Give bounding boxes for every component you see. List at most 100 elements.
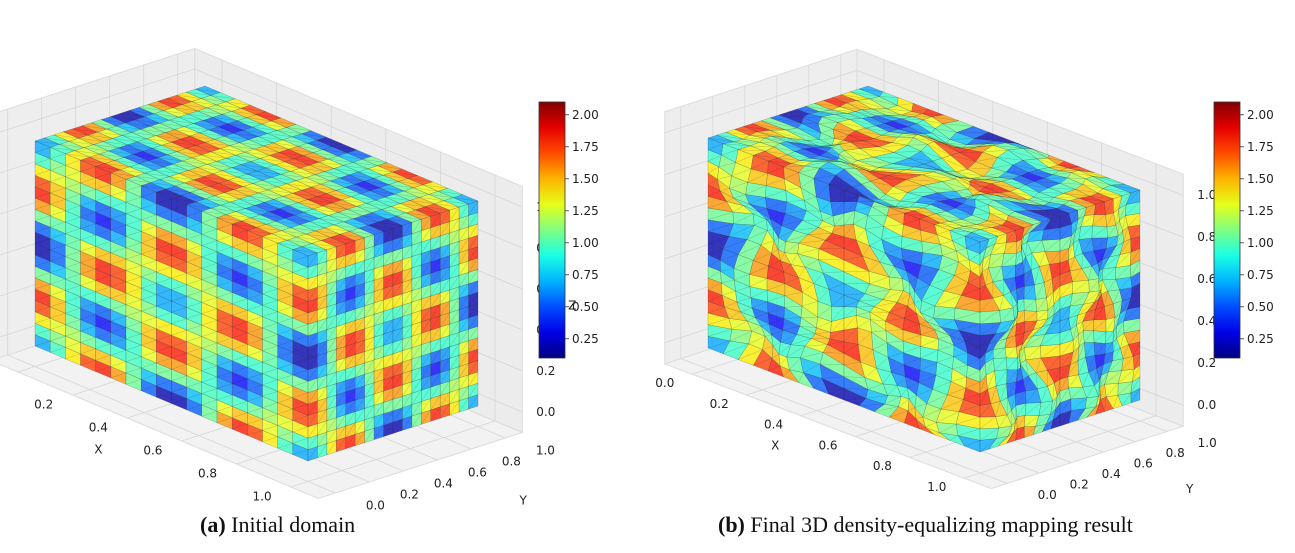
surface-edge — [879, 253, 886, 263]
surface-edge — [322, 205, 348, 210]
surface-edge — [421, 307, 431, 322]
surface-edge — [184, 182, 210, 187]
surface-edge — [50, 313, 66, 319]
surface-edge — [839, 158, 853, 164]
surface-edge — [852, 163, 879, 168]
surface-edge — [1078, 321, 1084, 335]
surface-edge — [1088, 355, 1096, 373]
surface-edge — [921, 234, 938, 242]
surface-edge — [307, 446, 318, 462]
surface-edge — [1104, 396, 1107, 412]
surface-edge — [411, 412, 422, 428]
surface-edge — [936, 411, 960, 423]
surface-edge — [232, 287, 248, 293]
surface-edge — [277, 340, 293, 346]
colorbar-tick-label: 1.75 — [572, 140, 599, 154]
surface-edge — [141, 271, 157, 278]
surface-edge — [50, 290, 66, 296]
surface-edge — [1033, 318, 1048, 330]
surface-edge — [468, 348, 479, 364]
grid-left-z — [0, 68, 195, 133]
surface-edge — [1084, 330, 1094, 343]
surface-edge — [373, 322, 384, 338]
surface-edge — [80, 223, 96, 229]
surface-edge — [453, 197, 479, 202]
surface-edge — [216, 349, 233, 355]
surface-edge — [390, 206, 416, 211]
surface-edge — [1123, 344, 1129, 359]
surface-edge — [843, 195, 860, 202]
surface-edge — [1072, 324, 1077, 341]
surface-edge — [932, 381, 952, 390]
surface-edge — [243, 129, 268, 134]
surface-edge — [65, 182, 81, 189]
surface-edge — [188, 113, 213, 118]
x-tick-label: 0.8 — [198, 466, 217, 480]
surface-edge — [345, 240, 356, 256]
surface-edge — [862, 245, 870, 257]
surface-edge — [262, 243, 278, 249]
surface-edge — [1084, 204, 1096, 216]
surface-edge — [797, 248, 820, 254]
surface-edge — [843, 300, 860, 307]
x-tick-label: 0.6 — [818, 438, 837, 452]
surface-edge — [907, 382, 919, 389]
surface-edge — [277, 363, 293, 369]
surface-edge — [786, 200, 805, 202]
surface-edge — [979, 238, 990, 254]
surface-edge — [993, 347, 1006, 359]
surface-edge — [290, 171, 316, 175]
surface-edge — [738, 349, 763, 360]
surface-edge — [759, 141, 780, 144]
surface-right — [979, 189, 1141, 453]
surface-edge — [771, 249, 779, 254]
surface-edge — [125, 299, 142, 305]
surface-edge — [1130, 259, 1141, 278]
surface-edge — [364, 291, 375, 307]
surface-edge — [986, 236, 998, 249]
surface-edge — [1071, 397, 1087, 411]
surface-edge — [411, 390, 422, 405]
surface-edge — [1115, 208, 1119, 226]
surface-edge — [160, 179, 185, 184]
x-tick-label: 0.2 — [34, 397, 53, 411]
surface-edge — [903, 358, 921, 365]
surface-edge — [449, 229, 460, 245]
surface-edge — [1118, 220, 1120, 236]
surface-edge — [885, 248, 902, 254]
surface-edge — [343, 221, 369, 226]
surface-edge — [729, 182, 748, 189]
surface-edge — [182, 160, 208, 165]
surface-edge — [110, 270, 127, 276]
colorbar-tick-label: 0.25 — [1247, 332, 1274, 346]
surface-edge — [979, 247, 987, 266]
surface-edge — [726, 197, 734, 202]
surface-edge — [1039, 192, 1064, 194]
surface-edge — [761, 120, 798, 129]
surface-edge — [34, 158, 51, 164]
surface-edge — [277, 374, 293, 381]
surface-edge — [141, 226, 157, 232]
surface-edge — [834, 213, 845, 227]
surface-edge — [65, 171, 81, 177]
colorbar-tick-label: 0.25 — [572, 332, 599, 346]
z-tick-label: 1.0 — [1197, 188, 1216, 202]
surface-edge — [816, 184, 830, 198]
surface-edge — [317, 363, 328, 379]
surface-edge — [171, 307, 187, 313]
surface-edge — [345, 286, 356, 301]
surface-edge — [1086, 385, 1095, 398]
surface-edge — [307, 298, 318, 314]
surface-edge — [917, 134, 944, 144]
surface-edge — [769, 318, 785, 325]
surface-edge — [990, 385, 997, 404]
surface-edge — [186, 370, 202, 376]
surface-edge — [411, 333, 422, 348]
x-axis-label: X — [771, 438, 779, 452]
surface-edge — [861, 184, 886, 195]
surface-edge — [171, 238, 187, 245]
surface-edge — [373, 356, 384, 372]
surface-edge — [65, 153, 90, 158]
x-tick-label: 0.4 — [89, 420, 108, 434]
surface-edge — [373, 368, 384, 383]
